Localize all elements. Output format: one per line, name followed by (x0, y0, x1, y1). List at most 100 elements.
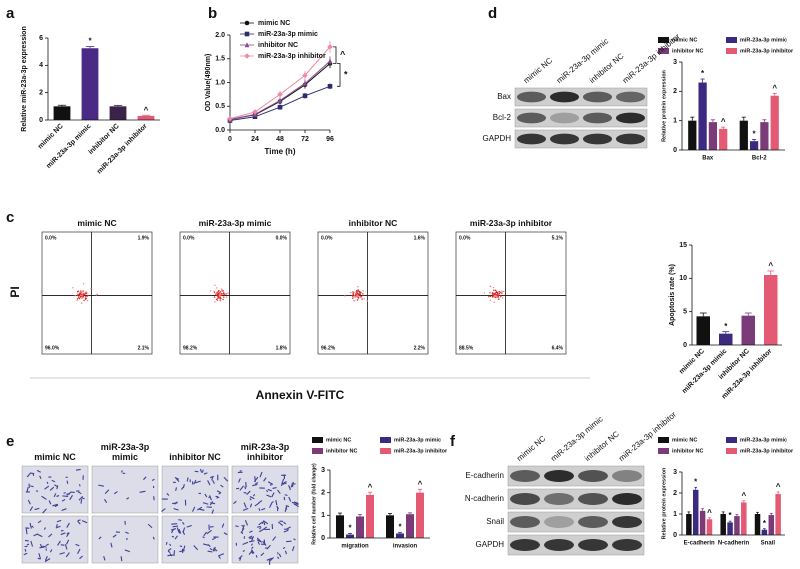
cell-dot (358, 290, 360, 293)
cell-dot (83, 292, 86, 295)
cell-stain (288, 485, 292, 491)
cell-stain (203, 531, 208, 537)
cell-stain (39, 475, 42, 480)
blot-band (615, 91, 646, 103)
cell-stain (26, 543, 30, 546)
blot-strip (507, 465, 645, 487)
cell-stain (259, 471, 263, 478)
cell-stain (30, 540, 34, 547)
cell-stain (54, 484, 59, 488)
cell-stain (266, 494, 272, 498)
plot-frame (317, 231, 429, 355)
cell-dot (223, 296, 225, 298)
cell-dot (221, 288, 223, 290)
quadrant-percent: 6.4% (552, 345, 564, 351)
cell-stain (281, 480, 287, 485)
cell-dot (223, 292, 225, 294)
blot-band (516, 133, 547, 145)
cell-stain (112, 534, 117, 538)
x-tick-label: 48 (276, 136, 284, 143)
cell-stain (43, 527, 46, 530)
cell-dot (356, 294, 359, 296)
point (227, 115, 233, 122)
significance-mark: ^ (776, 482, 781, 491)
micrograph (161, 465, 229, 514)
bar (699, 510, 706, 535)
significance-mark: ^ (721, 117, 726, 126)
cell-stain (41, 495, 47, 500)
cell-dot (213, 290, 215, 292)
cell-stain (254, 476, 256, 482)
cell-dot (222, 290, 225, 292)
blot-strip (514, 108, 648, 128)
cell-dot (351, 291, 354, 293)
cell-dot (218, 290, 220, 292)
cell-stain (179, 545, 183, 548)
cell-dot (86, 295, 89, 297)
blot-band (612, 493, 642, 505)
point (252, 109, 258, 115)
point (302, 80, 308, 86)
legend-label: miR-23a-3p inhibitor (740, 448, 794, 454)
cell-stain (139, 490, 146, 493)
legend-swatch (658, 437, 669, 443)
cell-stain (77, 520, 81, 525)
bar (688, 120, 697, 150)
cell-stain (171, 529, 174, 534)
point (277, 104, 283, 110)
cell-dot (500, 296, 502, 298)
significance-mark: * (763, 519, 767, 528)
cell-stain (242, 549, 245, 552)
bracket (333, 46, 337, 64)
cell-stain (211, 537, 215, 541)
plot-title-box: inhibitor NC (349, 219, 398, 228)
cell-stain (62, 495, 69, 497)
point (327, 44, 333, 50)
row-label: Bax (497, 92, 511, 101)
cell-dot (483, 292, 486, 294)
y-tick-label: 0.5 (215, 103, 225, 110)
y-tick-label: 6 (39, 35, 43, 42)
cell-dot (366, 300, 369, 302)
row-label: Bcl-2 (493, 113, 512, 122)
cell-dot (344, 295, 346, 297)
y-axis-label: OD Value(490nm) (205, 54, 212, 112)
cell-stain (66, 491, 72, 496)
cell-stain (206, 529, 212, 535)
cell-stain (77, 519, 81, 522)
bar (346, 534, 354, 538)
bar (53, 106, 71, 120)
cell-stain (55, 525, 61, 529)
blot-band (544, 539, 574, 551)
cell-stain (44, 555, 48, 561)
cell-dot (362, 293, 364, 295)
x-tick-label: migration (341, 544, 369, 550)
cell-dot (498, 291, 500, 293)
cell-stain (177, 529, 181, 534)
legend-swatch (658, 37, 669, 43)
cell-dot (220, 293, 223, 295)
y-tick-label: 1.5 (215, 56, 225, 63)
cell-stain (275, 500, 278, 506)
cell-dot (85, 295, 87, 298)
cell-stain (272, 487, 277, 489)
cell-stain (39, 546, 45, 549)
cell-stain (173, 508, 179, 511)
cell-stain (272, 536, 277, 541)
cell-dot (81, 296, 84, 299)
cell-dot (361, 298, 363, 300)
x-tick-label: 0 (228, 136, 232, 143)
micrograph (21, 515, 89, 564)
bar (416, 492, 424, 538)
legend-label: mimic NC (672, 437, 697, 443)
bar (770, 95, 779, 150)
cell-dot (85, 297, 88, 300)
cell-stain (252, 483, 258, 487)
cell-stain (261, 507, 266, 511)
cell-stain (202, 543, 209, 546)
cell-stain (193, 545, 199, 551)
cell-dot (357, 293, 360, 295)
cell-stain (166, 493, 170, 496)
bar (696, 316, 710, 345)
cell-stain (178, 528, 182, 534)
